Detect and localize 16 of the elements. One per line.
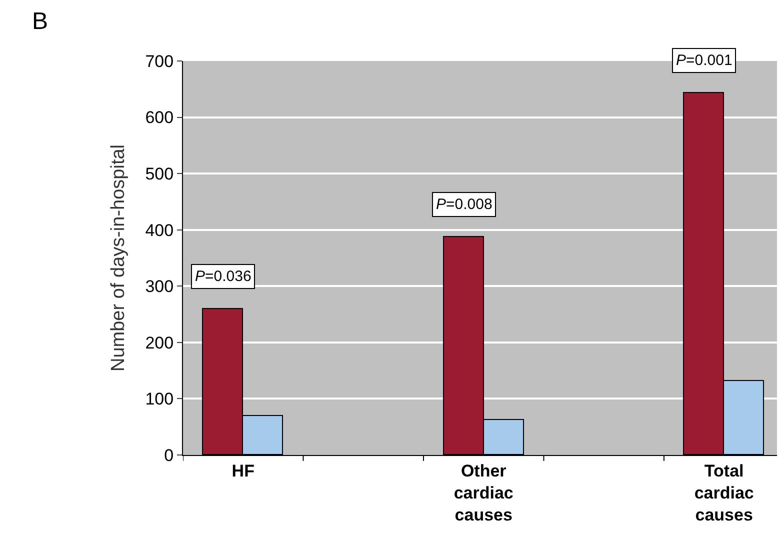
annotation: P=0.001 [676,52,732,69]
annotation: P=0.008 [436,196,492,213]
y-tick-label: 300 [145,277,174,296]
y-axis-title: Number of days-in-hospital [108,144,130,372]
y-tick-label: 200 [145,333,174,352]
x-tick-label: HF [232,461,254,480]
y-tick-label: 700 [145,52,174,71]
x-tick-label: Total cardiac causes [694,461,754,525]
y-tick-label: 0 [164,446,174,465]
y-tick-label: 400 [145,220,174,240]
x-tick-label: Other cardiac causes [454,461,514,525]
text: B [32,8,48,35]
y-tick-label: 500 [145,164,174,184]
annotation: P=0.036 [195,268,252,285]
y-tick-label: 600 [145,108,174,128]
y-tick-label: 100 [145,390,174,409]
